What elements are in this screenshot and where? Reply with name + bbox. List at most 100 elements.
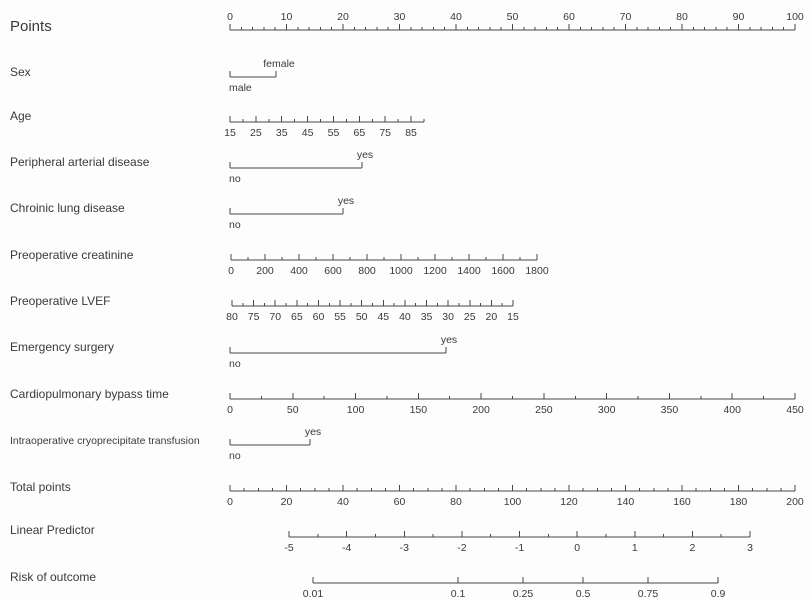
tick-label: 80 xyxy=(676,11,688,23)
level-label: yes xyxy=(305,426,321,438)
tick-label: 50 xyxy=(507,11,519,23)
tick-label: 1400 xyxy=(457,265,481,277)
tick-label: 120 xyxy=(560,496,578,508)
tick-label: 1600 xyxy=(491,265,515,277)
tick-label: 600 xyxy=(324,265,342,277)
tick-label: 200 xyxy=(786,496,804,508)
axis-linear-predictor: Linear Predictor -5 -4 -3 -2 -1 0 1 2 3 xyxy=(10,523,753,554)
tick-label: 200 xyxy=(256,265,274,277)
tick-label: 50 xyxy=(287,404,299,416)
tick-label: 50 xyxy=(356,311,368,323)
axis-points: Points 0 10 20 30 40 50 60 70 80 90 100 xyxy=(10,11,804,35)
axis-label-total-points: Total points xyxy=(10,480,71,494)
tick-label: 100 xyxy=(786,11,804,23)
level-label: no xyxy=(229,450,241,462)
tick-label: 150 xyxy=(410,404,428,416)
axis-chronic-lung-disease: Chroinic lung disease no yes xyxy=(10,195,354,231)
level-label: yes xyxy=(357,149,373,161)
tick-label: 35 xyxy=(276,127,288,139)
axis-cardiopulmonary-bypass-time: Cardiopulmonary bypass time 0 50 100 150 200 2… xyxy=(10,387,804,416)
axis-emergency-surgery: Emergency surgery no yes xyxy=(10,334,457,370)
axis-preoperative-lvef: Preoperative LVEF 80 75 70 65 60 55 50 45 40 35 30 2… xyxy=(10,294,519,323)
axis-peripheral-arterial-disease: Peripheral arterial disease no yes xyxy=(10,149,373,185)
tick-label: 40 xyxy=(450,11,462,23)
tick-label: 15 xyxy=(224,127,236,139)
tick-label: 40 xyxy=(337,496,349,508)
tick-label: 65 xyxy=(353,127,365,139)
tick-label: 60 xyxy=(313,311,325,323)
axis-preoperative-creatinine: Preoperative creatinine 0 200 400 600 800 1000… xyxy=(10,248,549,277)
tick-label: 40 xyxy=(399,311,411,323)
tick-label: 75 xyxy=(379,127,391,139)
tick-label: 45 xyxy=(302,127,314,139)
axis-label-points: Points xyxy=(10,18,52,35)
tick-label: 140 xyxy=(617,496,635,508)
axis-label-emergency-surgery: Emergency surgery xyxy=(10,340,114,354)
level-label: no xyxy=(229,173,241,185)
tick-label: 1200 xyxy=(423,265,447,277)
tick-label: 450 xyxy=(786,404,804,416)
tick-label: -1 xyxy=(515,542,524,554)
tick-label: 55 xyxy=(328,127,340,139)
axis-label-risk-of-outcome: Risk of outcome xyxy=(10,570,96,584)
tick-label: 100 xyxy=(504,496,522,508)
tick-label: -5 xyxy=(284,542,293,554)
axis-sex: Sex male female xyxy=(10,58,295,94)
tick-label: 70 xyxy=(269,311,281,323)
tick-label: 25 xyxy=(250,127,262,139)
tick-label: 70 xyxy=(620,11,632,23)
tick-label: 1000 xyxy=(389,265,413,277)
level-label: female xyxy=(263,58,295,70)
tick-label: 0.01 xyxy=(303,588,324,600)
tick-label: 45 xyxy=(377,311,389,323)
tick-label: 0.1 xyxy=(451,588,466,600)
tick-label: -3 xyxy=(400,542,409,554)
tick-label: 0.5 xyxy=(576,588,591,600)
level-label: yes xyxy=(338,195,354,207)
tick-label: 30 xyxy=(442,311,454,323)
tick-label: 160 xyxy=(673,496,691,508)
tick-label: 0 xyxy=(227,11,233,23)
tick-label: 30 xyxy=(394,11,406,23)
tick-label: 20 xyxy=(486,311,498,323)
level-label: no xyxy=(229,358,241,370)
tick-label: 400 xyxy=(723,404,741,416)
axis-label-preoperative-lvef: Preoperative LVEF xyxy=(10,294,111,308)
axis-intraoperative-cryoprecipitate-transfusion: Intraoperative cryoprecipitate transfusi… xyxy=(10,426,321,462)
axis-label-cardiopulmonary-bypass-time: Cardiopulmonary bypass time xyxy=(10,387,169,401)
tick-label: 75 xyxy=(248,311,260,323)
tick-label: -4 xyxy=(342,542,351,554)
tick-label: 1 xyxy=(632,542,638,554)
tick-label: 90 xyxy=(733,11,745,23)
tick-label: 80 xyxy=(450,496,462,508)
tick-label: 0.25 xyxy=(513,588,534,600)
tick-label: 100 xyxy=(347,404,365,416)
tick-label: 0.75 xyxy=(638,588,659,600)
tick-label: 80 xyxy=(226,311,238,323)
axis-label-age: Age xyxy=(10,109,32,123)
level-label: male xyxy=(229,82,252,94)
tick-label: 20 xyxy=(281,496,293,508)
tick-label: 300 xyxy=(598,404,616,416)
tick-label: 15 xyxy=(507,311,519,323)
tick-label: 0 xyxy=(227,404,233,416)
tick-label: 180 xyxy=(730,496,748,508)
tick-label: 20 xyxy=(337,11,349,23)
tick-label: 2 xyxy=(689,542,695,554)
axis-label-peripheral-arterial-disease: Peripheral arterial disease xyxy=(10,155,150,169)
axis-label-sex: Sex xyxy=(10,65,31,79)
tick-label: 0 xyxy=(228,265,234,277)
tick-label: 0 xyxy=(574,542,580,554)
tick-label: 0.9 xyxy=(711,588,726,600)
tick-label: 55 xyxy=(334,311,346,323)
axis-risk-of-outcome: Risk of outcome 0.01 0.1 0.25 0.5 0.75 0.9 xyxy=(10,570,725,600)
axis-total-points: Total points 0 20 40 60 80 100 120 140 160 180 200 xyxy=(10,480,804,508)
axis-label-intraoperative-cryoprecipitate-transfusion: Intraoperative cryoprecipitate transfusi… xyxy=(10,435,200,447)
tick-label: 60 xyxy=(394,496,406,508)
tick-label: 0 xyxy=(227,496,233,508)
tick-label: 35 xyxy=(421,311,433,323)
tick-label: 25 xyxy=(464,311,476,323)
tick-label: 400 xyxy=(290,265,308,277)
